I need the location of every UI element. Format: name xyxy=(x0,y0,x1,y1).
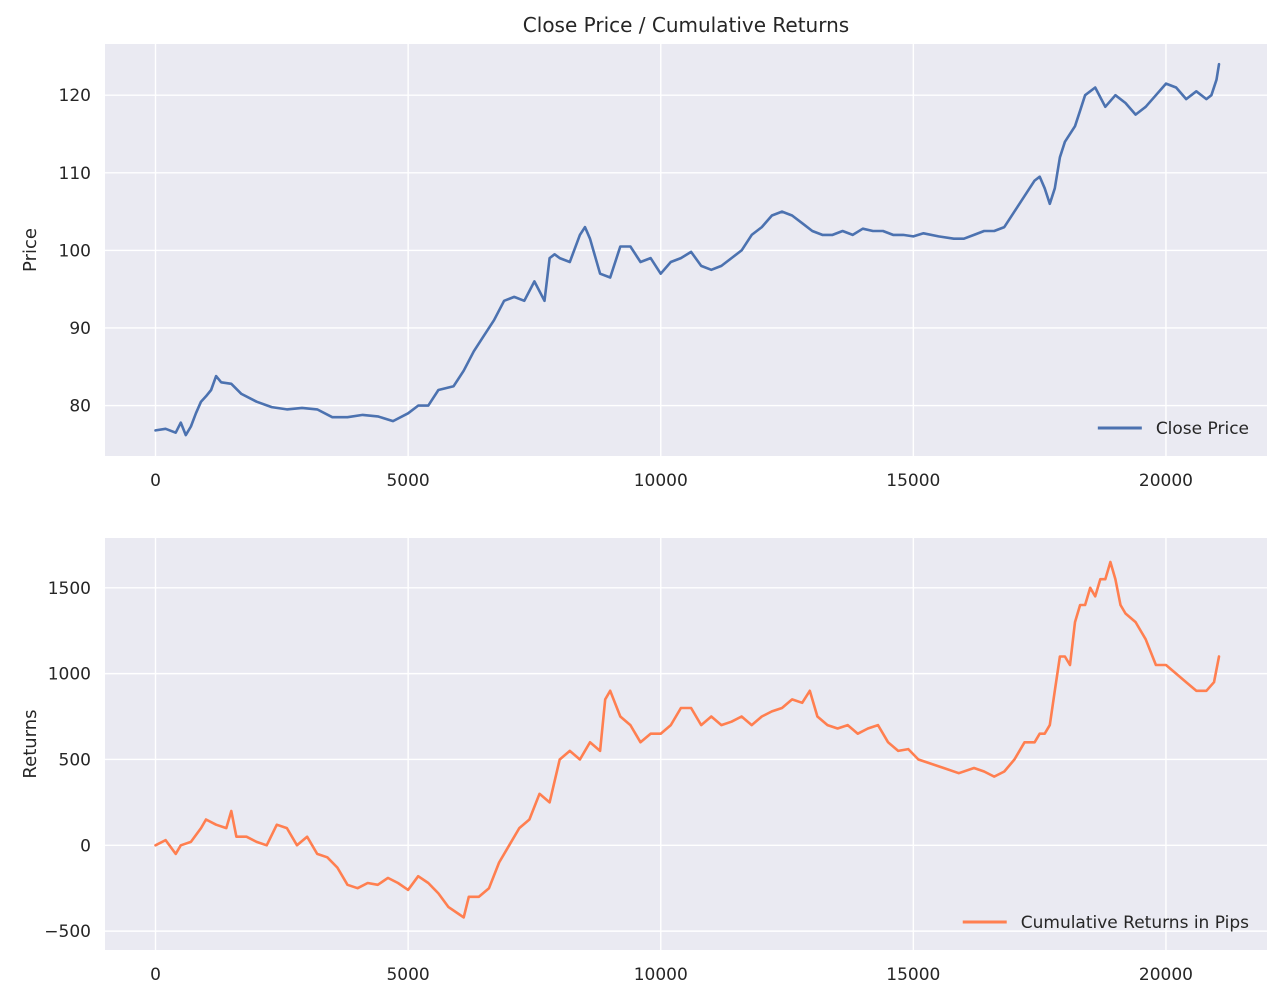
price-series-group xyxy=(154,62,1221,437)
price-tick-labels: 0 5000 10000 15000 20000 80 90 100 110 120 xyxy=(59,86,1193,491)
price-grid xyxy=(105,44,1267,456)
price-series-line xyxy=(154,62,1221,437)
price-x-tick-label: 20000 xyxy=(1139,471,1193,491)
price-y-tick-label: 80 xyxy=(69,397,91,417)
returns-plot-area xyxy=(105,538,1267,950)
returns-x-tick-label: 20000 xyxy=(1139,965,1193,985)
price-y-tick-label: 120 xyxy=(59,86,91,106)
price-x-tick-label: 10000 xyxy=(634,471,688,491)
returns-y-tick-label: 1500 xyxy=(48,579,91,599)
returns-y-tick-label: 500 xyxy=(59,750,91,770)
returns-chart: 0 5000 10000 15000 20000 −500 0 500 1000 1500 Ret… xyxy=(20,538,1267,985)
returns-y-tick-label: 1000 xyxy=(48,665,91,685)
price-y-axis-label: Price xyxy=(20,228,41,272)
price-legend: Close Price xyxy=(1097,419,1249,439)
returns-tick-labels: 0 5000 10000 15000 20000 −500 0 500 1000 1500 xyxy=(44,579,1193,985)
price-legend-label: Close Price xyxy=(1156,419,1249,439)
returns-y-axis-label: Returns xyxy=(20,709,41,778)
price-chart: 0 5000 10000 15000 20000 80 90 100 110 120 Close … xyxy=(20,13,1267,491)
price-x-tick-label: 15000 xyxy=(886,471,940,491)
returns-x-tick-label: 15000 xyxy=(886,965,940,985)
price-x-tick-label: 0 xyxy=(150,471,161,491)
returns-y-tick-label: −500 xyxy=(44,922,91,942)
price-y-tick-label: 110 xyxy=(59,164,91,184)
returns-legend-label: Cumulative Returns in Pips xyxy=(1021,913,1249,933)
returns-y-tick-label: 0 xyxy=(80,836,91,856)
returns-series-line xyxy=(154,560,1221,919)
price-y-tick-label: 100 xyxy=(59,241,91,261)
returns-grid xyxy=(105,538,1267,950)
returns-x-tick-label: 5000 xyxy=(386,965,429,985)
returns-x-tick-label: 10000 xyxy=(634,965,688,985)
chart-title: Close Price / Cumulative Returns xyxy=(523,13,849,37)
price-x-tick-label: 5000 xyxy=(386,471,429,491)
returns-legend: Cumulative Returns in Pips xyxy=(962,913,1249,933)
returns-series-group xyxy=(154,560,1221,919)
returns-x-tick-label: 0 xyxy=(150,965,161,985)
price-y-tick-label: 90 xyxy=(69,319,91,339)
